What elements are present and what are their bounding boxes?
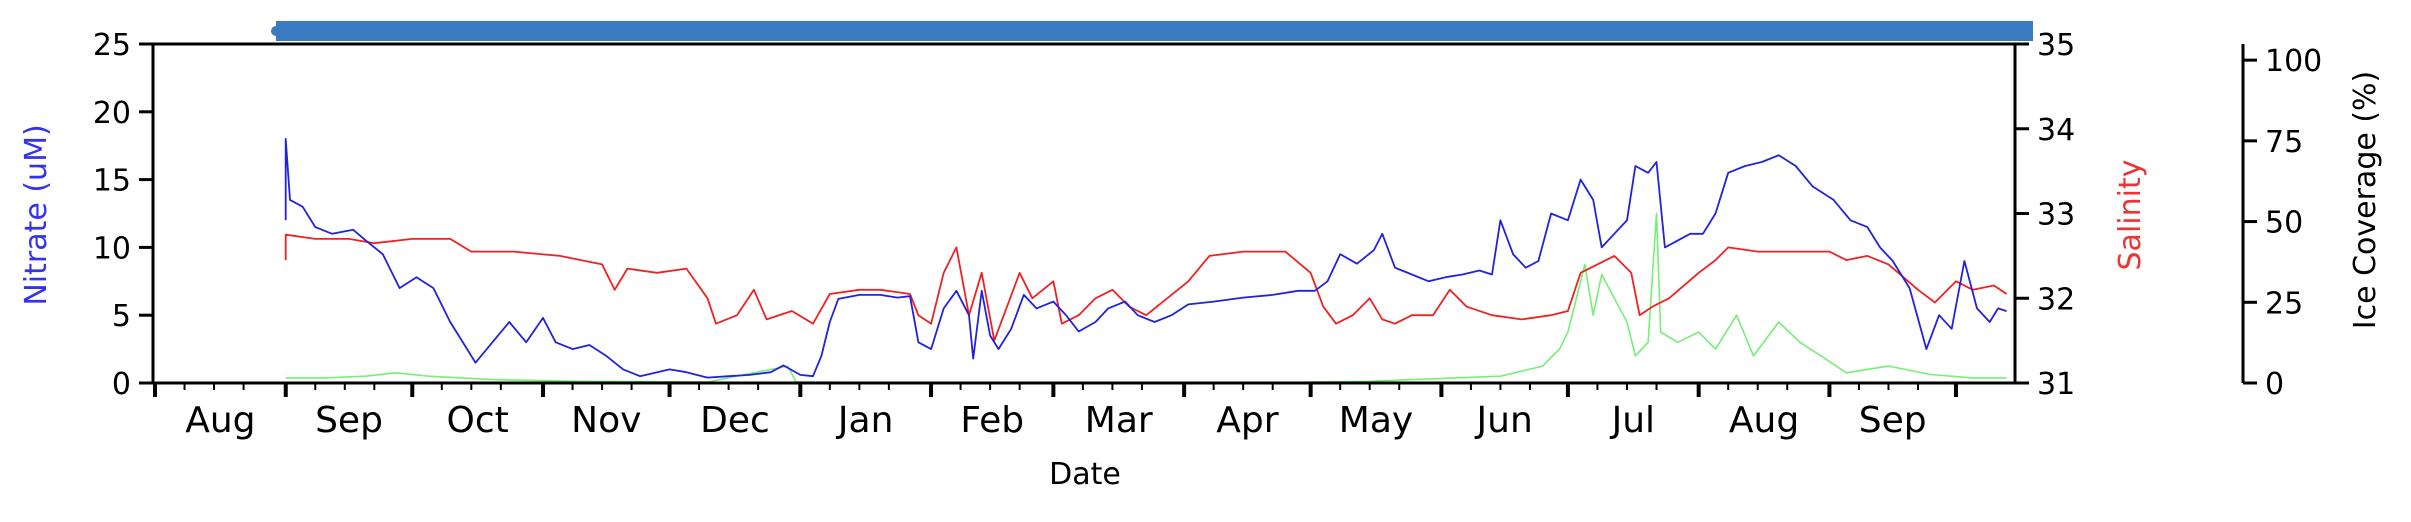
x-axis-label: Date (1049, 457, 1121, 492)
nitrate-y-axis: 0 5 10 15 20 25 (93, 28, 153, 402)
ice-tick-label: 50 (2265, 206, 2303, 241)
ice-tick-label: 25 (2265, 286, 2303, 321)
ice-axis-label: Ice Coverage (%) (2348, 71, 2383, 330)
salinity-tick-label: 35 (2037, 28, 2075, 63)
x-tick-label: Sep (315, 400, 383, 441)
x-tick-label: Nov (571, 400, 641, 441)
nitrate-tick-label: 5 (112, 299, 131, 334)
top-color-bar-cap (271, 26, 281, 36)
series-layer (284, 137, 2008, 384)
x-tick-label: May (1339, 400, 1413, 441)
x-tick-label: Sep (1859, 400, 1927, 441)
x-tick-label: Dec (700, 400, 770, 441)
x-tick-label: Jun (1475, 400, 1533, 441)
x-tick-label: Aug (185, 400, 255, 441)
nitrate-tick-label: 10 (93, 231, 131, 266)
x-tick-label: Mar (1085, 400, 1153, 441)
nitrate-axis-label: Nitrate (uM) (19, 124, 54, 305)
x-tick-label: Jan (836, 400, 894, 441)
x-tick-label: Aug (1729, 400, 1799, 441)
salinity-series-line (284, 233, 2008, 342)
ice-tick-label: 100 (2265, 44, 2322, 79)
ice-tick-label: 0 (2265, 367, 2284, 402)
x-tick-label: Jul (1610, 400, 1655, 441)
nitrate-tick-label: 20 (93, 96, 131, 131)
ice-y-axis: 0 25 50 75 100 (2241, 44, 2322, 402)
salinity-tick-label: 31 (2037, 367, 2075, 402)
x-tick-label: Feb (960, 400, 1024, 441)
salinity-tick-label: 33 (2037, 198, 2075, 233)
plot-frame (151, 42, 2017, 385)
ice-tick-label: 75 (2265, 125, 2303, 160)
x-tick-label: Oct (447, 400, 509, 441)
top-bar-group (271, 21, 2033, 41)
nitrate-tick-label: 15 (93, 164, 131, 199)
salinity-y-axis: 31 32 33 34 35 (2015, 28, 2075, 402)
salinity-tick-label: 34 (2037, 113, 2075, 148)
nitrate-tick-label: 0 (112, 367, 131, 402)
x-tick-label: Apr (1216, 400, 1278, 441)
salinity-axis-label: Salinity (2113, 160, 2148, 271)
top-color-bar (276, 21, 2033, 41)
ice-series-line (285, 212, 2007, 384)
nitrate-series-line (284, 137, 2007, 379)
nitrate-tick-label: 25 (93, 28, 131, 63)
x-axis: Aug Sep Oct Nov Dec Jan Feb Mar Apr May Jun Jul Aug S… (153, 383, 1958, 441)
salinity-tick-label: 32 (2037, 282, 2075, 317)
